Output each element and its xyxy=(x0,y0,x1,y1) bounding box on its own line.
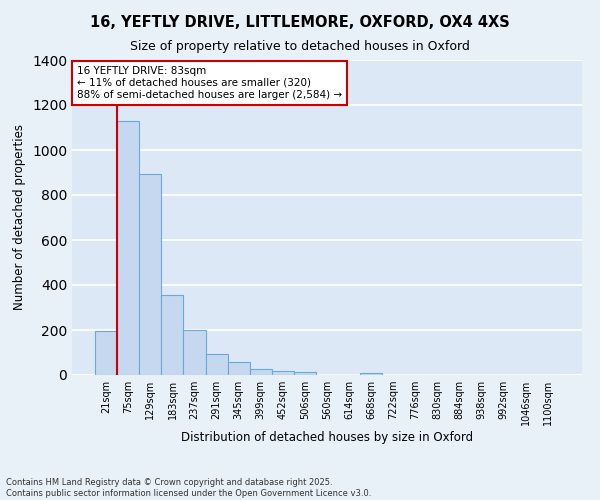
Bar xyxy=(250,370,272,375)
Bar xyxy=(227,362,250,375)
Text: 16, YEFTLY DRIVE, LITTLEMORE, OXFORD, OX4 4XS: 16, YEFTLY DRIVE, LITTLEMORE, OXFORD, OX… xyxy=(90,15,510,30)
Bar xyxy=(272,370,294,375)
Y-axis label: Number of detached properties: Number of detached properties xyxy=(13,124,26,310)
Bar xyxy=(360,373,382,375)
Text: 16 YEFTLY DRIVE: 83sqm
← 11% of detached houses are smaller (320)
88% of semi-de: 16 YEFTLY DRIVE: 83sqm ← 11% of detached… xyxy=(77,66,342,100)
Bar xyxy=(161,295,184,375)
Bar xyxy=(139,174,161,375)
Bar xyxy=(95,331,117,375)
Bar xyxy=(184,330,206,375)
Bar xyxy=(206,354,227,375)
X-axis label: Distribution of detached houses by size in Oxford: Distribution of detached houses by size … xyxy=(181,430,473,444)
Text: Contains HM Land Registry data © Crown copyright and database right 2025.
Contai: Contains HM Land Registry data © Crown c… xyxy=(6,478,371,498)
Bar xyxy=(117,120,139,375)
Bar xyxy=(294,372,316,375)
Text: Size of property relative to detached houses in Oxford: Size of property relative to detached ho… xyxy=(130,40,470,53)
